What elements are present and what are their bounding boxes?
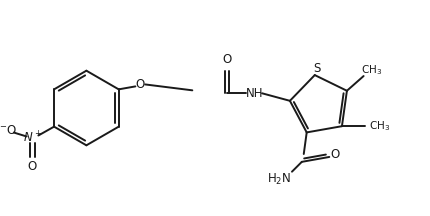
Text: O: O <box>331 148 340 162</box>
Text: O: O <box>136 78 145 91</box>
Text: O: O <box>28 160 37 173</box>
Text: CH$_3$: CH$_3$ <box>361 63 382 77</box>
Text: O: O <box>222 53 231 66</box>
Text: S: S <box>313 62 320 75</box>
Text: NH: NH <box>246 87 263 100</box>
Text: H$_2$N: H$_2$N <box>267 172 291 187</box>
Text: $^{-}$O: $^{-}$O <box>0 124 17 137</box>
Text: $N^+$: $N^+$ <box>23 131 42 146</box>
Text: CH$_3$: CH$_3$ <box>369 119 390 133</box>
